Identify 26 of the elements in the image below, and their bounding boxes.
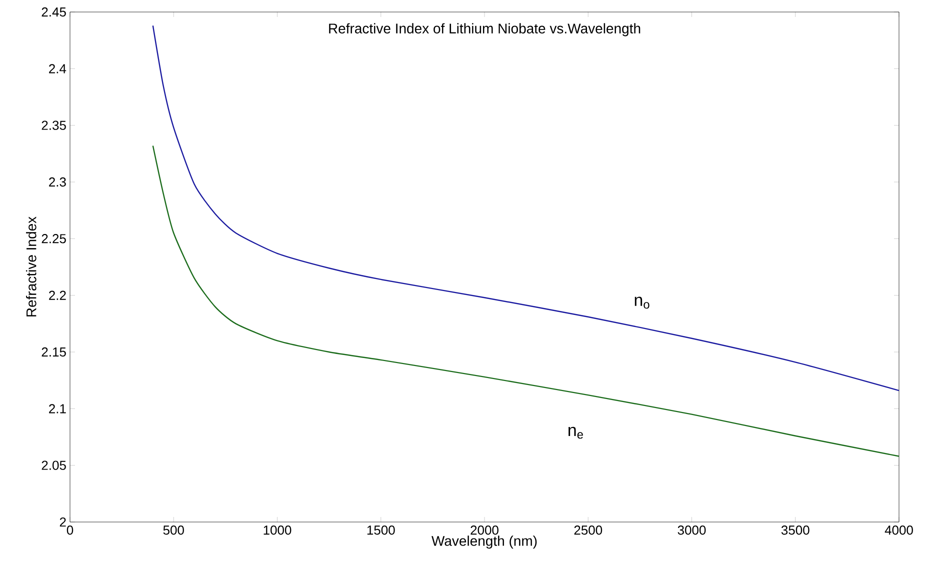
y-axis-title: Refractive Index: [26, 216, 36, 316]
x-tick-label: 0: [66, 526, 74, 535]
line-series: [152, 25, 900, 392]
y-tick-label: 2.1: [49, 404, 66, 414]
x-tick-label: 500: [163, 526, 184, 535]
line-series: [152, 145, 900, 457]
x-tick-label: 1000: [264, 526, 292, 535]
x-tick-label: 3500: [781, 526, 810, 535]
annotation: n$_{o}$: [634, 296, 650, 309]
x-tick-label: 1500: [367, 526, 395, 535]
y-tick-label: 2.2: [49, 290, 66, 300]
y-tick-label: 2.3: [49, 177, 66, 187]
y-tick-label: 2.35: [42, 120, 66, 130]
x-tick-label: 2500: [574, 526, 602, 535]
x-tick-label: 4000: [884, 526, 913, 535]
text: Refractive Index of Lithium Niobate vs.Wavelength: [329, 23, 640, 36]
y-tick-label: 2.05: [42, 460, 66, 470]
y-tick-label: 2.45: [42, 7, 66, 17]
x-tick-label: 2000: [470, 526, 498, 535]
y-tick-label: 2.4: [49, 64, 66, 74]
x-tick-label: 3000: [678, 526, 706, 535]
x-axis-title: Wavelength (nm): [432, 536, 537, 549]
y-tick-label: 2: [60, 517, 66, 527]
y-tick-label: 2.25: [42, 234, 66, 244]
y-tick-label: 2.15: [42, 347, 66, 357]
annotation: n$_{e}$: [568, 426, 583, 439]
